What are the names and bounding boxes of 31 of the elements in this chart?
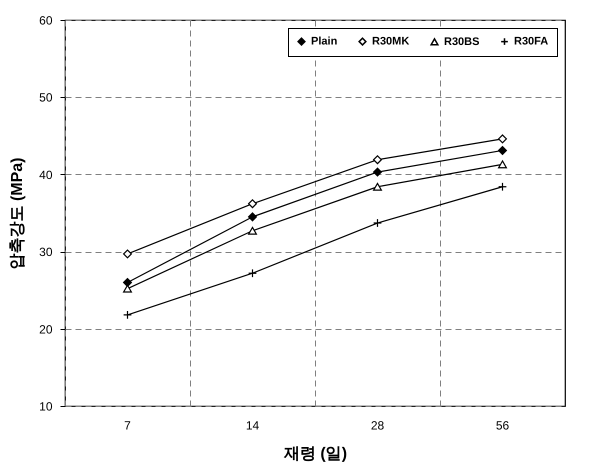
y-tick-label: 60: [39, 14, 53, 28]
y-tick-label: 10: [39, 400, 53, 414]
y-tick-label: 30: [39, 245, 53, 260]
legend-label: R30BS: [444, 36, 480, 48]
point: [248, 226, 257, 235]
point: [498, 182, 507, 192]
point: [373, 155, 382, 164]
point: [498, 146, 507, 155]
point: [498, 134, 507, 144]
point: [123, 249, 132, 258]
y-tick-label: 50: [39, 90, 53, 105]
legend-label: R30MK: [372, 36, 410, 48]
legend-label: R30FA: [514, 36, 548, 48]
y-tick-label: 40: [39, 168, 53, 182]
point: [498, 160, 507, 168]
point: [373, 182, 382, 191]
y-tick-label: 20: [39, 322, 53, 336]
point: [248, 199, 257, 208]
point: [123, 310, 132, 320]
point: [373, 168, 382, 177]
legend-label: Plain: [311, 36, 338, 48]
point: [248, 212, 257, 222]
point: [248, 268, 257, 278]
x-tick-label: 7: [124, 418, 132, 432]
x-axis-title: 재령 (일): [282, 446, 348, 462]
x-tick-label: 28: [370, 418, 384, 432]
x-tick-label: 14: [246, 418, 260, 432]
point: [123, 278, 132, 287]
point: [373, 218, 382, 228]
x-tick-label: 56: [496, 418, 510, 432]
y-axis-title: 압축강도 (MPa): [9, 158, 26, 270]
